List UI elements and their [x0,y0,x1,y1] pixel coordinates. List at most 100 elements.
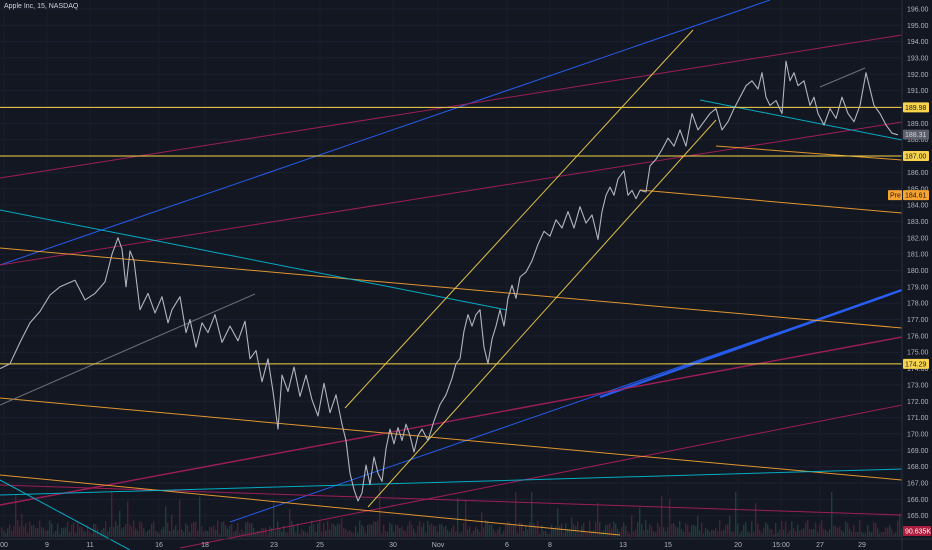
volume-bar [375,521,377,537]
volume-bar [113,527,115,537]
volume-bar [311,520,313,537]
volume-bar [659,526,661,537]
volume-bar [639,507,641,537]
volume-bar [863,533,865,537]
volume-bar [779,529,781,537]
y-tick-label: 183.00 [907,219,929,226]
volume-bar [211,527,213,537]
volume-bar [693,524,695,537]
volume-bar [893,533,895,537]
x-tick-label: 13 [619,542,627,549]
volume-bar [19,526,21,537]
volume-bar [899,513,901,537]
y-tick-label: 192.00 [907,72,929,79]
volume-bar [11,530,13,537]
volume-bar [3,530,5,537]
volume-bar [455,531,457,537]
y-tick-label: 179.00 [907,284,929,291]
volume-bar [735,491,737,537]
volume-bar [259,531,261,537]
volume-bar [777,532,779,537]
volume-bar [189,532,191,537]
volume-bar [227,528,229,537]
volume-bar [833,525,835,537]
volume-bar [153,521,155,537]
volume-bar [681,529,683,537]
volume-bar [563,532,565,537]
price-tag-label: 184.61 [905,193,927,200]
volume-bar [819,524,821,537]
volume-bar [867,525,869,537]
volume-bar [191,523,193,537]
volume-bar [221,522,223,537]
trend-line [0,336,903,506]
volume-bar [839,526,841,537]
volume-bar [43,527,45,537]
volume-bar [59,533,61,537]
volume-bar [353,533,355,537]
volume-bar [391,524,393,537]
volume-bar [521,522,523,537]
volume-bar [201,526,203,537]
y-tick-label: 168.00 [907,464,929,471]
volume-bar [173,529,175,537]
volume-bar [317,523,319,537]
y-tick-label: 182.00 [907,235,929,242]
volume-bar [577,521,579,537]
volume-bar [501,533,503,537]
price-series [0,60,899,502]
volume-bar [121,528,123,537]
volume-bar [267,533,269,537]
volume-bar [557,508,559,537]
y-tick-label: 165.00 [907,513,929,520]
volume-bar [301,529,303,537]
volume-bar [527,529,529,537]
volume-bar [341,518,343,537]
volume-bar [721,531,723,537]
price-tag-label: 187.00 [905,154,927,161]
volume-bar [507,521,509,537]
volume-bar [71,524,73,537]
volume-bar [889,525,891,537]
time-axis[interactable]: 00 9 11 16 18 23 25 30 Nov 6 8 13 15 20 15:00 27 29 [0,538,932,549]
x-tick-label: 29 [858,542,866,549]
trend-line [599,288,903,399]
volume-bar [497,529,499,537]
volume-bar [811,529,813,537]
volume-bar [33,524,35,537]
volume-bar [605,525,607,537]
volume-bar [139,521,141,537]
volume-bar [137,530,139,537]
volume-bar [673,523,675,537]
volume-bar [749,533,751,537]
volume-bar [651,526,653,537]
volume-bar [169,531,171,537]
volume-bar [263,528,265,537]
volume-bar [1,527,3,537]
volume-bar [491,524,493,537]
volume-bar [275,530,277,537]
volume-bar [367,524,369,537]
volume-bar [231,524,233,537]
volume-bar [887,527,889,537]
volume-bar [637,522,639,537]
y-tick-label: 185.00 [907,186,929,193]
volume-bar [185,523,187,537]
volume-bar [459,533,461,537]
volume-bar [675,526,677,537]
volume-bar [217,520,219,537]
volume-bar [545,530,547,537]
volume-bar [579,532,581,537]
volume-bar [441,524,443,537]
volume-bar [879,533,881,537]
volume-bar [83,530,85,537]
volume-bar [23,526,25,537]
volume-bar [417,525,419,537]
trend-line [0,474,621,536]
volume-bar [469,526,471,537]
volume-bar [103,527,105,537]
y-tick-label: 173.00 [907,382,929,389]
price-line [0,60,899,502]
volume-bar [643,530,645,537]
